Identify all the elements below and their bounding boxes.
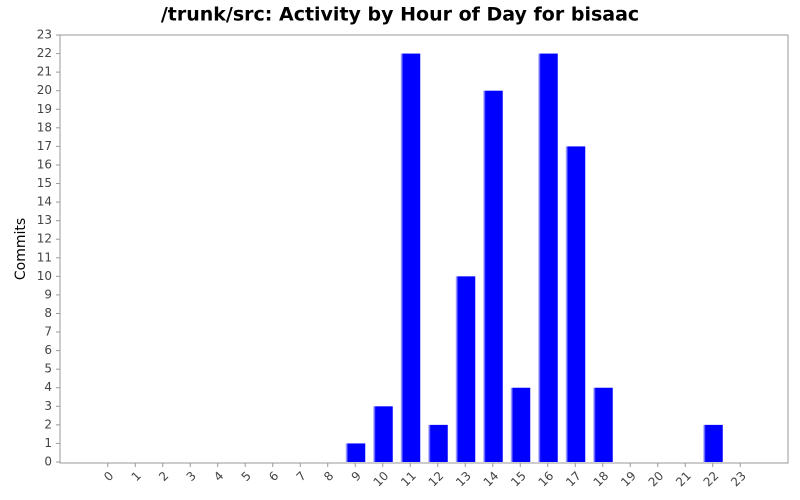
y-tick-label: 15	[37, 176, 52, 190]
y-tick-label: 16	[37, 157, 52, 171]
x-tick-label: 3	[184, 469, 199, 484]
x-tick-label: 4	[211, 469, 226, 484]
y-tick-label: 5	[44, 362, 52, 376]
bar	[537, 53, 558, 462]
bar	[427, 424, 448, 462]
x-tick-label: 14	[481, 469, 502, 490]
x-tick-label: 18	[591, 469, 612, 490]
bar	[702, 424, 723, 462]
y-tick-label: 19	[37, 102, 52, 116]
y-tick-label: 3	[44, 399, 52, 413]
x-tick-label: 7	[294, 469, 309, 484]
bar	[510, 387, 531, 462]
x-tick-label: 6	[266, 469, 281, 484]
x-tick-label: 17	[563, 469, 584, 490]
x-tick-label: 22	[701, 469, 722, 490]
y-tick-label: 22	[37, 46, 52, 60]
x-tick-label: 16	[536, 469, 557, 490]
y-tick-label: 8	[44, 306, 52, 320]
x-tick-label: 10	[371, 469, 392, 490]
y-tick-label: 12	[37, 232, 52, 246]
x-tick-label: 19	[618, 469, 639, 490]
y-tick-label: 4	[44, 380, 52, 394]
bar	[455, 276, 476, 462]
x-tick-label: 15	[508, 469, 529, 490]
bar	[592, 387, 613, 462]
plot-area	[59, 34, 789, 464]
y-tick-label: 18	[37, 120, 52, 134]
y-tick-label: 7	[44, 325, 52, 339]
x-tick-label: 9	[349, 469, 364, 484]
x-tick-label: 13	[453, 469, 474, 490]
y-tick-label: 9	[44, 287, 52, 301]
y-tick-label: 13	[37, 213, 52, 227]
y-tick-label: 10	[37, 269, 52, 283]
x-tick-label: 2	[156, 469, 171, 484]
chart-title: /trunk/src: Activity by Hour of Day for …	[161, 4, 639, 26]
x-tick-label: 8	[321, 469, 336, 484]
y-tick-label: 11	[37, 250, 52, 264]
bar	[565, 146, 586, 463]
x-tick-label: 1	[129, 469, 144, 484]
x-tick-label: 0	[101, 469, 116, 484]
y-tick-label: 17	[37, 139, 52, 153]
y-tick-label: 21	[37, 65, 52, 79]
bar	[372, 406, 393, 462]
y-axis-title: Commits	[13, 218, 29, 280]
bar	[345, 443, 366, 462]
y-tick-label: 1	[44, 436, 52, 450]
x-tick-label: 23	[728, 469, 749, 490]
x-tick-label: 12	[426, 469, 447, 490]
x-tick-label: 21	[673, 469, 694, 490]
y-tick-label: 2	[44, 417, 52, 431]
y-tick-label: 14	[37, 195, 52, 209]
x-tick-label: 11	[398, 469, 419, 490]
bar	[482, 90, 503, 463]
x-tick-label: 5	[239, 469, 254, 484]
bar	[400, 53, 421, 462]
y-tick-label: 23	[37, 28, 52, 42]
y-tick-label: 20	[37, 83, 52, 97]
x-tick-label: 20	[646, 469, 667, 490]
y-tick-label: 6	[44, 343, 52, 357]
y-tick-label: 0	[44, 455, 52, 469]
